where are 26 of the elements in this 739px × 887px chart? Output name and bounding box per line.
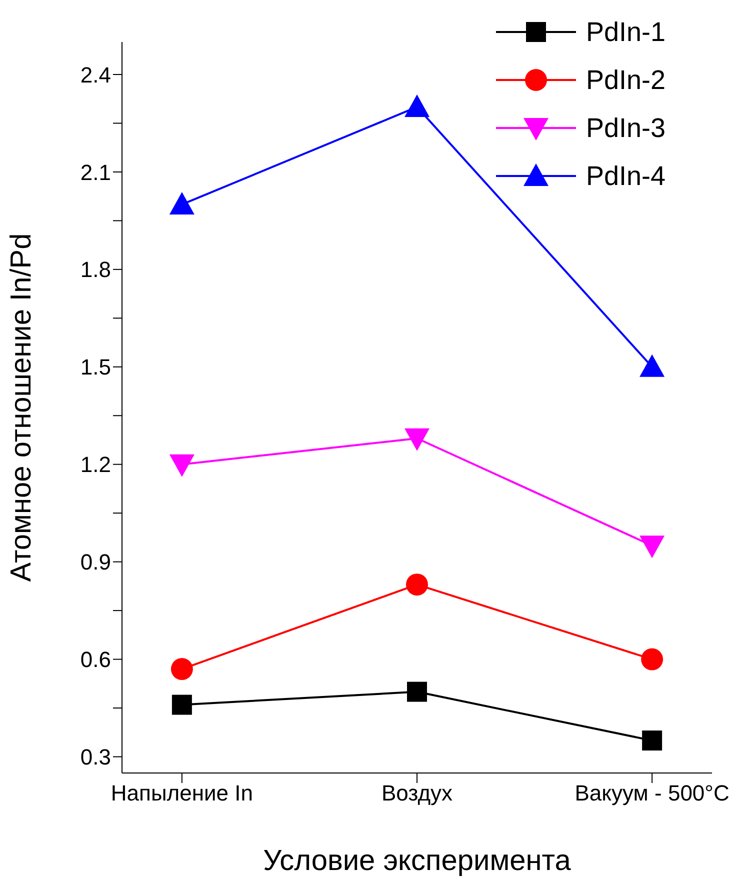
y-tick-label: 0.9 bbox=[80, 550, 111, 575]
point bbox=[407, 682, 427, 702]
legend-label: PdIn-3 bbox=[586, 112, 666, 144]
point bbox=[641, 648, 664, 670]
point bbox=[172, 694, 192, 715]
point bbox=[169, 192, 194, 214]
point bbox=[406, 574, 428, 596]
y-axis-title: Атомное отношение In/Pd bbox=[5, 233, 38, 582]
x-axis-title: Условие эксперимента bbox=[263, 845, 572, 877]
y-tick-label: 1.2 bbox=[80, 452, 111, 478]
x-tick-label: Напыление In bbox=[110, 780, 253, 806]
y-tick-label: 0.6 bbox=[80, 647, 111, 672]
x-tick-label: Воздух bbox=[381, 780, 453, 806]
legend-label: PdIn-2 bbox=[586, 64, 666, 96]
y-tick-label: 2.4 bbox=[80, 62, 111, 88]
y-tick-label: 1.8 bbox=[80, 257, 111, 282]
y-tick-label: 2.1 bbox=[80, 160, 111, 185]
x-tick-label: Вакуум - 500°C bbox=[574, 780, 730, 806]
point bbox=[404, 94, 430, 117]
legend-label: PdIn-4 bbox=[586, 160, 666, 192]
y-tick-label: 1.5 bbox=[80, 354, 111, 380]
legend-label: PdIn-1 bbox=[586, 16, 666, 48]
point bbox=[640, 354, 665, 377]
point bbox=[642, 730, 662, 751]
point bbox=[170, 658, 193, 680]
y-tick-label: 0.3 bbox=[80, 744, 111, 770]
